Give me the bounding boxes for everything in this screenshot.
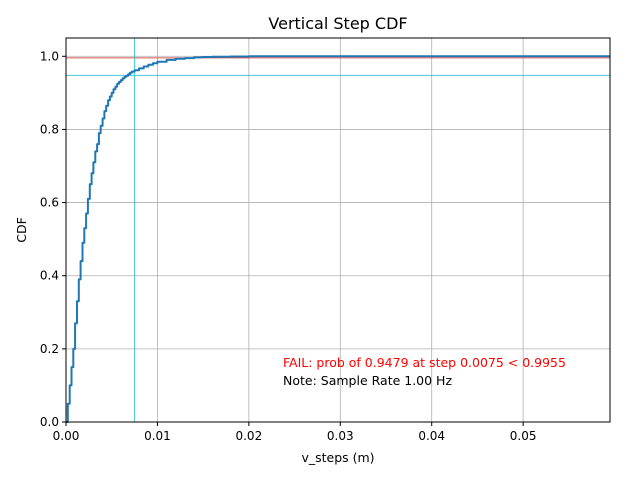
plot-frame [65, 37, 611, 423]
x-axis-label: v_steps (m) [301, 450, 374, 465]
y-tick-label: 0.0 [40, 415, 59, 429]
x-tick-label: 0.02 [235, 429, 262, 443]
cdf-series-line [66, 55, 610, 423]
series-layer [66, 55, 610, 423]
x-tick-label: 0.03 [327, 429, 354, 443]
x-tick-label: 0.01 [144, 429, 171, 443]
y-tick-label: 0.4 [40, 269, 59, 283]
y-tick-label: 0.6 [40, 196, 59, 210]
x-tick-label: 0.04 [418, 429, 445, 443]
y-axis-label: CDF [14, 217, 29, 243]
note-annotation: Note: Sample Rate 1.00 Hz [283, 373, 452, 388]
reference-lines [66, 38, 610, 422]
x-tick-label: 0.05 [510, 429, 537, 443]
ticks-layer: 0.00 0.01 0.02 0.03 0.04 0.05 0.0 0.2 0.4 0.6 0.8 1… [40, 49, 537, 443]
x-tick-label: 0.00 [53, 429, 80, 443]
y-tick-label: 0.8 [40, 122, 59, 136]
chart-title: Vertical Step CDF [268, 14, 407, 33]
y-tick-label: 0.2 [40, 342, 59, 356]
y-tick-label: 1.0 [40, 49, 59, 63]
fail-annotation: FAIL: prob of 0.9479 at step 0.0075 < 0.… [283, 355, 566, 370]
